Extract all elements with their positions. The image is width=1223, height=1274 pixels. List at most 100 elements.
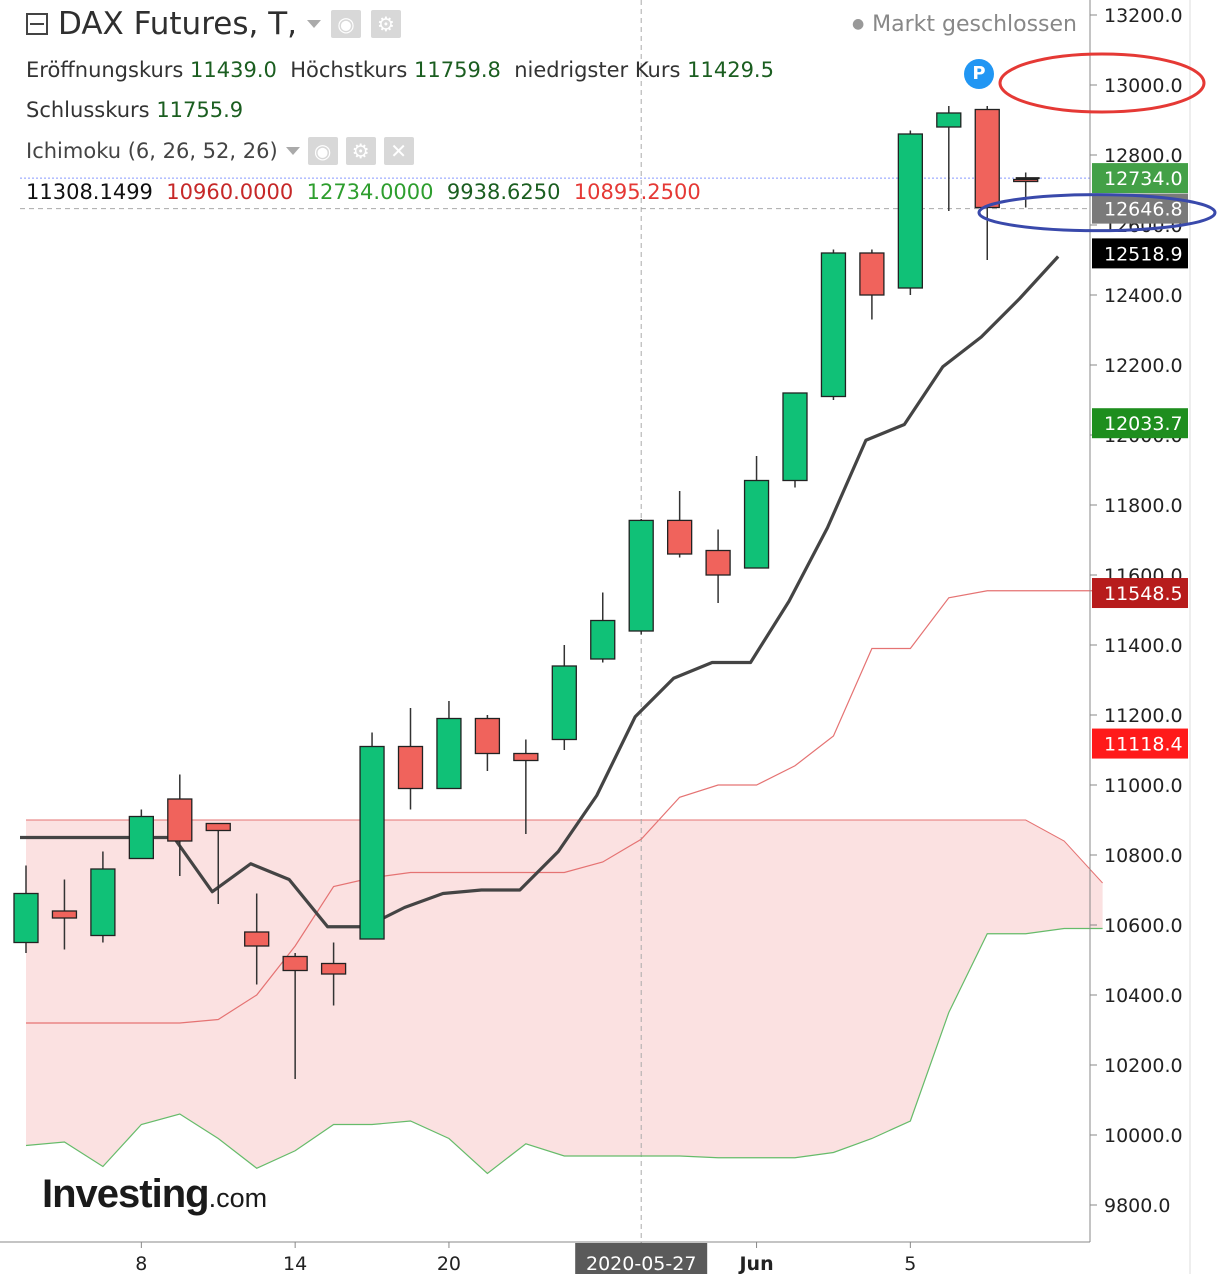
- low-label: niedrigster Kurs: [514, 58, 681, 82]
- time-tick-label: 20: [437, 1253, 461, 1274]
- span-a-line: [26, 590, 1103, 1024]
- price-label: 12518.9: [1092, 238, 1188, 269]
- price-tick-label: 11200.0: [1104, 705, 1183, 727]
- ichimoku-lines: [20, 255, 1103, 1175]
- base-line: [20, 255, 1060, 929]
- candle: [167, 774, 193, 876]
- price-tick-label: 12800.0: [1104, 145, 1183, 167]
- candle-body: [859, 252, 885, 296]
- candle-body: [13, 892, 39, 944]
- price-label-bg: [1092, 163, 1188, 194]
- candle: [244, 893, 270, 985]
- candle-body: [974, 108, 1000, 209]
- candle-body: [743, 479, 770, 569]
- price-tick-label: 9800.0: [1104, 1195, 1170, 1217]
- candle-body: [90, 868, 116, 937]
- annotation-red-ellipse: [998, 52, 1206, 114]
- close-value: 11755.9: [156, 98, 244, 122]
- candle-body: [628, 519, 654, 632]
- indicator-value: 12734.0000: [306, 180, 434, 204]
- price-label-text: 12033.7: [1104, 413, 1183, 435]
- price-label-text: 12646.8: [1104, 199, 1183, 221]
- candle: [820, 249, 847, 400]
- gear-icon[interactable]: ⚙: [345, 137, 376, 165]
- candle: [13, 865, 39, 953]
- price-label-text: 12518.9: [1104, 243, 1183, 265]
- logo-main: Investing: [42, 1172, 210, 1216]
- candle-body: [513, 752, 539, 762]
- close-label: Schlusskurs: [26, 98, 150, 122]
- candle: [320, 942, 347, 1006]
- time-tick-label: 2020-05-27: [586, 1253, 696, 1274]
- low-value: 11429.5: [687, 58, 774, 82]
- time-highlight-box: [575, 1243, 708, 1274]
- chevron-down-icon[interactable]: [307, 20, 321, 28]
- event-badge[interactable]: P: [964, 59, 994, 89]
- price-label-bg: [1092, 238, 1188, 269]
- candle: [628, 519, 654, 635]
- annotations: [977, 52, 1217, 233]
- candle-body: [820, 252, 847, 398]
- candle-body: [205, 822, 231, 832]
- indicator-value: 9938.6250: [446, 180, 561, 204]
- candle: [436, 701, 462, 790]
- gear-icon[interactable]: ⚙: [371, 10, 401, 38]
- annotation-blue-ellipse: [977, 193, 1217, 233]
- price-tick-label: 11800.0: [1104, 495, 1183, 517]
- candle-body: [551, 665, 577, 741]
- candle: [359, 732, 385, 940]
- candle-body: [244, 931, 270, 947]
- candle: [474, 715, 501, 771]
- indicator-value: 10960.0000: [166, 180, 294, 204]
- candle-body: [51, 910, 78, 919]
- price-label: 12734.0: [1092, 163, 1188, 194]
- price-tick-label: 12200.0: [1104, 355, 1183, 377]
- price-label: 12646.8: [1092, 193, 1188, 224]
- price-tick-label: 10800.0: [1104, 845, 1183, 867]
- price-tick-label: 10200.0: [1104, 1055, 1183, 1077]
- indicator-value: 11308.1499: [26, 180, 153, 204]
- candle-body: [282, 955, 308, 972]
- price-label-bg: [1092, 408, 1188, 439]
- eye-icon[interactable]: ◉: [331, 10, 361, 38]
- price-tick-label: 10400.0: [1104, 985, 1183, 1007]
- candle-body: [705, 549, 731, 576]
- candle: [743, 456, 770, 569]
- candle-body: [397, 745, 424, 790]
- candle-body: [128, 815, 155, 860]
- chevron-down-icon[interactable]: [285, 147, 300, 155]
- price-label-text: 11118.4: [1104, 734, 1183, 756]
- candle: [936, 106, 962, 211]
- time-tick-label: 5: [904, 1253, 916, 1274]
- candle: [897, 130, 923, 295]
- price-label-text: 12734.0: [1104, 168, 1183, 190]
- price-tick-label: 13000.0: [1104, 75, 1183, 97]
- candle-body: [590, 619, 616, 660]
- candle: [590, 592, 616, 663]
- candle: [397, 708, 424, 810]
- price-label-text: 11548.5: [1104, 583, 1183, 605]
- close-icon[interactable]: ✕: [383, 137, 414, 165]
- price-tick-label: 10600.0: [1104, 915, 1183, 937]
- candle: [551, 645, 577, 750]
- candle-body: [320, 962, 347, 975]
- candle: [205, 822, 231, 904]
- price-labels: 12734.0 12646.8 12518.9 12033.7 11548.5 11118…: [1015, 163, 1188, 759]
- collapse-icon[interactable]: [26, 13, 48, 35]
- price-tick-label: 10000.0: [1104, 1125, 1183, 1147]
- high-value: 11759.8: [414, 58, 501, 82]
- candle: [974, 106, 1000, 260]
- chart-title-row: DAX Futures, T, ◉ ⚙: [26, 6, 401, 42]
- time-tick-label: 8: [135, 1253, 147, 1274]
- candle-body: [474, 717, 501, 755]
- time-tick-label: Jun: [737, 1253, 773, 1274]
- price-label: 12033.7: [1092, 408, 1188, 439]
- price-label: 11548.5: [1092, 578, 1188, 609]
- indicator-label: Ichimoku (6, 26, 52, 26): [26, 139, 278, 163]
- high-label: Höchstkurs: [290, 58, 408, 82]
- eye-icon[interactable]: ◉: [307, 137, 338, 165]
- candle: [513, 739, 539, 834]
- ichimoku-cloud: [26, 819, 1103, 1174]
- chart-title: DAX Futures, T,: [58, 6, 297, 42]
